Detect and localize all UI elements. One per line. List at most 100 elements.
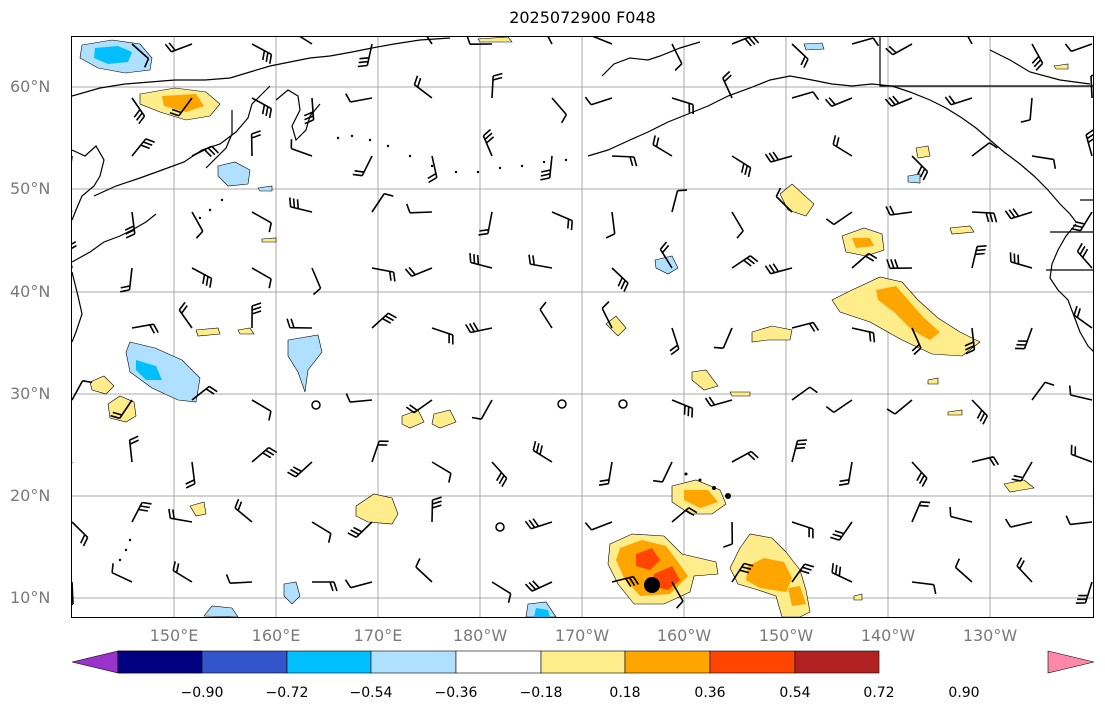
- gridlines: [72, 37, 1093, 617]
- wind-barb: [168, 508, 193, 523]
- wind-barb: [251, 399, 272, 421]
- wind-barb: [371, 267, 396, 282]
- wind-barb: [524, 518, 553, 530]
- wind-barb: [1071, 211, 1093, 232]
- island-chains: [118, 134, 731, 562]
- wind-barb: [415, 558, 433, 583]
- wind-barb: [540, 155, 553, 181]
- wind-barb: [971, 245, 987, 269]
- wind-barb: [775, 187, 793, 213]
- wind-barb: [791, 521, 814, 539]
- wind-barb: [287, 461, 313, 478]
- wind-barb: [72, 241, 77, 268]
- wind-barb: [128, 435, 139, 463]
- wind-barb: [131, 43, 150, 68]
- wind-barb: [1014, 327, 1033, 350]
- wind-barb: [851, 327, 876, 343]
- wind-barb: [191, 145, 219, 158]
- wind-barb: [225, 574, 253, 584]
- lon-label-170e: 170°E: [353, 626, 403, 645]
- lon-label-170w: 170°W: [554, 626, 610, 645]
- wind-barb: [1009, 252, 1033, 269]
- wind-barb: [491, 72, 503, 99]
- wind-barb: [764, 263, 793, 275]
- wind-barb: [944, 95, 973, 106]
- colorbar-cell: [286, 650, 372, 674]
- wind-barb: [551, 211, 573, 231]
- wind-barb: [491, 461, 508, 488]
- wind-barb: [431, 461, 452, 483]
- wind-barb: [250, 130, 261, 157]
- wind-barb: [466, 37, 493, 45]
- wind-barb: [1070, 444, 1093, 463]
- wind-barb: [124, 211, 136, 239]
- wind-barb: [825, 211, 853, 226]
- wind-barb: [72, 44, 73, 45]
- wind-barb: [191, 267, 213, 288]
- wind-barb: [911, 461, 928, 487]
- wind-barb: [131, 501, 152, 523]
- wind-barb: [611, 267, 629, 293]
- wind-barb: [1076, 242, 1093, 269]
- colorbar-tick-label: 0.54: [779, 685, 811, 701]
- storm-center-marker: [644, 577, 660, 593]
- wind-barb: [469, 253, 493, 269]
- wind-barb: [251, 267, 272, 289]
- colorbar-cell: [455, 650, 542, 674]
- lon-label-160e: 160°E: [251, 626, 301, 645]
- wind-barb: [824, 97, 853, 108]
- lon-label-180w: 180°W: [452, 626, 508, 645]
- wind-barb: [251, 302, 262, 329]
- negative-anomaly-shading: [79, 39, 921, 617]
- wind-barb: [352, 155, 373, 177]
- wind-barb: [1004, 518, 1033, 528]
- wind-barb: [72, 210, 73, 212]
- wind-barb: [605, 211, 616, 239]
- wind-barb: [885, 205, 913, 216]
- wind-barb: [971, 456, 1000, 467]
- wind-barb: [731, 37, 760, 47]
- lon-label-140w: 140°W: [860, 626, 916, 645]
- wind-barb: [911, 327, 922, 356]
- colorbar-cell: [201, 650, 288, 674]
- wind-barb: [611, 155, 638, 167]
- wind-barb: [838, 461, 853, 486]
- wind-barb: [1085, 129, 1093, 157]
- wind-barb: [405, 203, 433, 214]
- wind-barb: [178, 301, 193, 329]
- wind-barb: [731, 211, 744, 239]
- colorbar-cell: [117, 650, 203, 674]
- wind-barb: [884, 95, 913, 107]
- wind-barb: [312, 581, 338, 592]
- wind-barb: [1031, 381, 1055, 401]
- wind-barb: [164, 42, 193, 53]
- wind-barb: [830, 521, 853, 541]
- wind-barb: [169, 97, 193, 117]
- wind-barb: [731, 562, 754, 583]
- wind-barb: [251, 446, 278, 463]
- wind-barb: [671, 507, 698, 523]
- wind-barb: [482, 128, 495, 157]
- calm-wind-circles: [311, 399, 628, 532]
- wind-barb: [72, 97, 73, 98]
- wind-barb: [413, 75, 433, 99]
- wind-barb: [964, 327, 976, 355]
- wind-barb: [601, 301, 613, 329]
- wind-barb: [427, 155, 438, 184]
- wind-barb: [1073, 305, 1093, 329]
- wind-barb: [1016, 557, 1033, 583]
- wind-barb: [967, 37, 973, 45]
- wind-barb: [185, 461, 196, 489]
- wind-barb: [172, 561, 193, 583]
- wind-barb: [832, 135, 853, 157]
- wind-barb: [191, 211, 204, 239]
- wind-barb: [311, 267, 322, 296]
- colorbar-tick-label: −0.36: [434, 685, 478, 701]
- wind-barb: [911, 581, 937, 595]
- wind-barb: [764, 151, 793, 163]
- colorbar-tick-label: 0.72: [863, 685, 895, 701]
- wind-barb: [532, 441, 553, 463]
- wind-barb: [1011, 461, 1033, 482]
- wind-barb: [671, 189, 688, 213]
- wind-barb: [584, 521, 613, 531]
